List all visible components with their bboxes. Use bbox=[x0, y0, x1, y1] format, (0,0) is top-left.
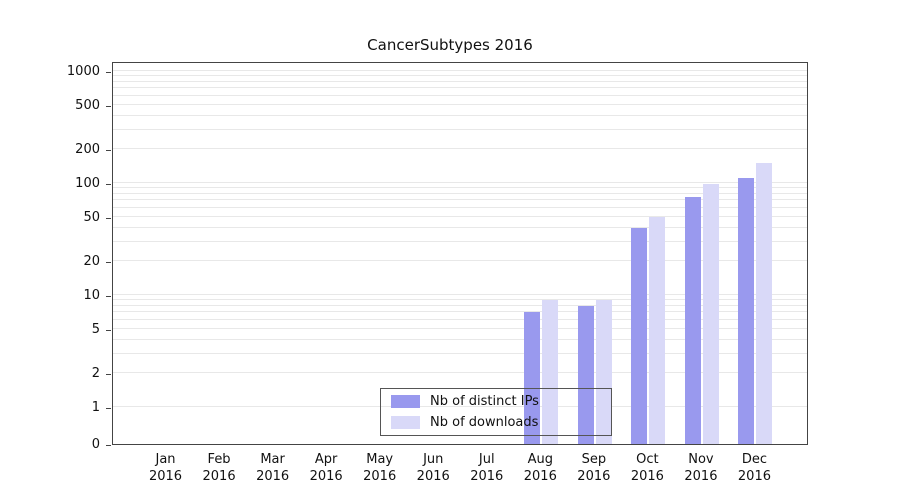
gridline bbox=[113, 206, 807, 208]
gridline bbox=[113, 240, 807, 242]
bar-downloads-nov bbox=[702, 184, 719, 444]
y-tick-mark bbox=[106, 296, 111, 297]
y-tick-label: 50 bbox=[83, 209, 100, 225]
y-tick-mark bbox=[106, 374, 111, 376]
gridline bbox=[113, 128, 807, 130]
plot-area bbox=[112, 62, 808, 445]
bar-distinct-ips-sep bbox=[577, 305, 594, 444]
y-tick-label: 100 bbox=[75, 176, 100, 191]
y-tick-mark bbox=[106, 72, 111, 73]
y-tick-mark bbox=[106, 217, 111, 219]
y-tick-mark bbox=[106, 150, 111, 152]
x-tick-label: Nov 2016 bbox=[684, 452, 718, 484]
legend-swatch-distinct-ips bbox=[391, 395, 420, 408]
gridline bbox=[113, 318, 807, 320]
y-tick-label: 2 bbox=[91, 366, 100, 382]
y-tick-mark bbox=[106, 329, 111, 331]
gridline bbox=[113, 311, 807, 313]
legend-item-distinct-ips: Nb of distinct IPs bbox=[391, 394, 601, 409]
legend-label-downloads: Nb of downloads bbox=[430, 415, 539, 430]
x-tick-label: Sep 2016 bbox=[577, 452, 611, 484]
gridline bbox=[113, 304, 807, 306]
legend-swatch-downloads bbox=[391, 416, 420, 429]
chart-title: CancerSubtypes 2016 bbox=[367, 36, 533, 54]
legend-item-downloads: Nb of downloads bbox=[391, 415, 601, 430]
bar-downloads-oct bbox=[649, 216, 666, 444]
gridline bbox=[113, 406, 807, 407]
x-tick-label: Jun 2016 bbox=[416, 452, 450, 484]
gridline bbox=[113, 182, 807, 183]
y-tick-label: 1 bbox=[91, 400, 100, 415]
y-tick-label: 20 bbox=[83, 254, 100, 270]
gridline bbox=[113, 294, 807, 295]
gridline bbox=[113, 94, 807, 96]
bar-distinct-ips-aug bbox=[524, 312, 541, 444]
gridline bbox=[113, 215, 807, 217]
gridline bbox=[113, 103, 807, 105]
gridline bbox=[113, 148, 807, 150]
bar-distinct-ips-dec bbox=[738, 178, 755, 444]
gridline bbox=[113, 299, 807, 301]
y-tick-label: 5 bbox=[91, 321, 100, 337]
gridline bbox=[113, 80, 807, 82]
gridline bbox=[113, 226, 807, 228]
y-tick-label: 10 bbox=[83, 288, 100, 303]
gridline bbox=[113, 87, 807, 89]
y-tick-label: 500 bbox=[75, 97, 100, 113]
bar-downloads-dec bbox=[756, 163, 773, 444]
x-tick-label: Feb 2016 bbox=[202, 452, 236, 484]
y-tick-mark bbox=[106, 184, 111, 185]
x-tick-label: Aug 2016 bbox=[523, 452, 557, 484]
bar-downloads-sep bbox=[595, 300, 612, 444]
x-tick-label: Apr 2016 bbox=[309, 452, 343, 484]
bar-distinct-ips-oct bbox=[631, 227, 648, 444]
gridline bbox=[113, 327, 807, 329]
y-tick-label: 1000 bbox=[66, 64, 100, 79]
gridline bbox=[113, 187, 807, 189]
y-tick-mark bbox=[106, 408, 111, 409]
x-tick-label: May 2016 bbox=[363, 452, 397, 484]
y-tick-label: 200 bbox=[75, 142, 100, 158]
y-tick-mark bbox=[106, 262, 111, 264]
gridline bbox=[113, 260, 807, 262]
gridline bbox=[113, 199, 807, 201]
gridline bbox=[113, 352, 807, 354]
gridline bbox=[113, 192, 807, 194]
gridline bbox=[113, 338, 807, 340]
y-tick-mark bbox=[106, 105, 111, 107]
legend-label-distinct-ips: Nb of distinct IPs bbox=[430, 394, 539, 409]
x-tick-label: Oct 2016 bbox=[630, 452, 664, 484]
gridline bbox=[113, 114, 807, 116]
x-tick-label: Jan 2016 bbox=[148, 452, 183, 484]
y-tick-mark bbox=[106, 445, 111, 446]
bar-distinct-ips-nov bbox=[684, 197, 701, 444]
x-tick-label: Dec 2016 bbox=[737, 452, 771, 484]
x-tick-label: Mar 2016 bbox=[256, 452, 290, 484]
gridline bbox=[113, 70, 807, 71]
gridline bbox=[113, 75, 807, 77]
bar-downloads-aug bbox=[542, 300, 559, 444]
y-tick-label: 0 bbox=[91, 437, 100, 452]
x-tick-label: Jul 2016 bbox=[470, 452, 504, 484]
gridline bbox=[113, 372, 807, 374]
legend: Nb of distinct IPs Nb of downloads bbox=[380, 388, 612, 436]
